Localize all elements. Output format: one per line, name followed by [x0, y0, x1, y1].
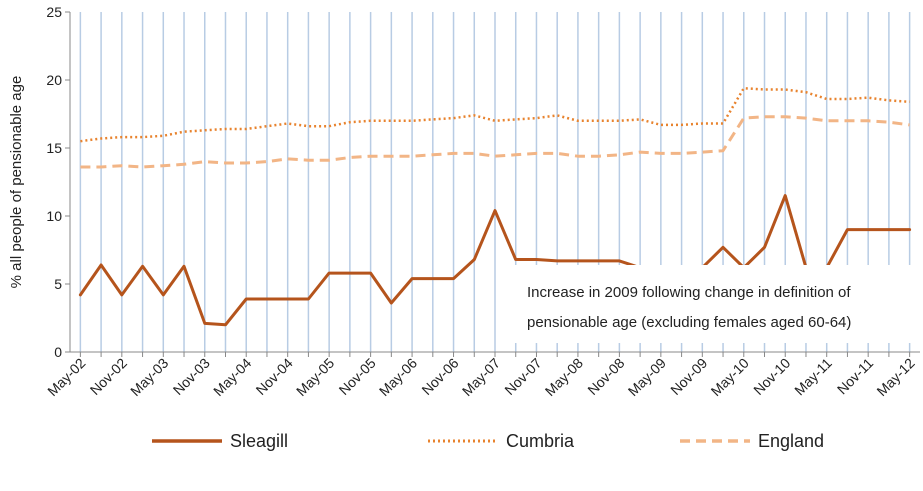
x-tick-label: Nov-02 [87, 355, 130, 398]
annotation-line-1: Increase in 2009 following change in def… [527, 284, 851, 301]
x-tick-label: Nov-11 [834, 355, 877, 398]
legend-label-sleagill: Sleagill [230, 431, 288, 451]
x-tick-label: Nov-06 [418, 355, 461, 398]
y-tick-label: 0 [54, 344, 62, 360]
y-tick-label: 25 [46, 4, 62, 20]
legend-label-england: England [758, 431, 824, 451]
legend: Sleagill Cumbria England [152, 431, 824, 451]
x-tick-label: Nov-04 [253, 355, 296, 398]
y-tick-label: 10 [46, 208, 62, 224]
x-tick-label: Nov-08 [584, 355, 627, 398]
series-lines [78, 86, 912, 327]
x-tick-label: May-09 [625, 355, 669, 399]
x-tick-label: May-08 [542, 355, 586, 399]
x-tick-label: May-07 [459, 355, 503, 399]
y-tick-label: 20 [46, 72, 62, 88]
x-tick-label: Nov-03 [170, 355, 213, 398]
x-tick-label: May-12 [873, 355, 917, 399]
y-tick-label: 5 [54, 276, 62, 292]
annotation-background [508, 265, 918, 343]
legend-label-cumbria: Cumbria [506, 431, 575, 451]
annotation-box: Increase in 2009 following change in def… [508, 265, 918, 343]
x-tick-label: Nov-07 [501, 355, 544, 398]
y-axis-title: % all people of pensionable age [8, 76, 25, 289]
x-tick-label: May-03 [127, 355, 171, 399]
x-tick-label: Nov-05 [335, 355, 378, 398]
x-tick-label: May-05 [293, 355, 337, 399]
x-tick-label: Nov-10 [750, 355, 793, 398]
annotation-line-2: pensionable age (excluding females aged … [527, 314, 851, 331]
series-line-cumbria [80, 86, 910, 143]
series-line-england [80, 115, 910, 169]
x-tick-label: May-10 [708, 355, 752, 399]
x-tick-label: May-04 [210, 355, 254, 399]
x-tick-label: May-02 [44, 355, 88, 399]
x-tick-label: May-06 [376, 355, 420, 399]
y-tick-label: 15 [46, 140, 62, 156]
x-tick-label: May-11 [791, 355, 835, 399]
series-line-sleagill [78, 194, 912, 327]
x-tick-label: Nov-09 [667, 355, 710, 398]
